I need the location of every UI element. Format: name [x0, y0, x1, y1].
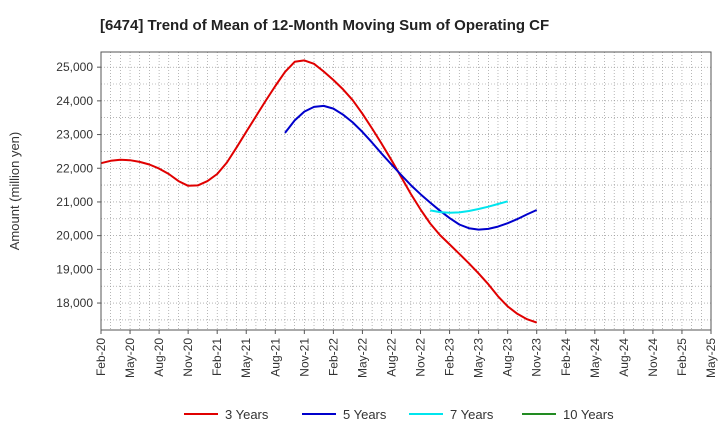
series-lines	[100, 59, 538, 324]
y-tick-label: 24,000	[56, 94, 93, 108]
x-tick-label: Nov-20	[181, 338, 195, 377]
x-tick-label: Aug-23	[501, 338, 515, 377]
legend-label: 5 Years	[343, 407, 387, 422]
y-tick-label: 22,000	[56, 161, 93, 175]
x-tick-label: Feb-22	[326, 338, 340, 376]
x-tick-label: May-22	[355, 338, 369, 378]
x-axis-ticks: Feb-20 May-20 Aug-20 Nov-20 Feb-21 May-21 Aug-…	[94, 330, 718, 378]
x-tick-label: May-20	[123, 338, 137, 378]
x-tick-label: May-24	[588, 338, 602, 378]
x-tick-label: Feb-20	[94, 338, 108, 376]
x-tick-label: Nov-22	[414, 338, 428, 377]
series-line-7-years	[430, 200, 508, 214]
x-tick-label: Aug-22	[384, 338, 398, 377]
y-tick-label: 20,000	[56, 229, 93, 243]
legend-label: 10 Years	[563, 407, 614, 422]
legend-label: 7 Years	[450, 407, 494, 422]
y-tick-label: 18,000	[56, 296, 93, 310]
y-axis-label: Amount (million yen)	[7, 132, 22, 251]
grid-lines	[101, 52, 711, 330]
y-axis-ticks: 18,000 19,000 20,000 21,000 22,000 23,000 24,0…	[56, 60, 101, 310]
x-tick-label: Aug-21	[268, 338, 282, 377]
y-tick-label: 19,000	[56, 262, 93, 276]
x-tick-label: Nov-24	[646, 338, 660, 377]
x-tick-label: Feb-21	[210, 338, 224, 376]
x-tick-label: Feb-24	[559, 338, 573, 376]
x-tick-label: May-25	[704, 338, 718, 378]
x-tick-label: Nov-21	[297, 338, 311, 377]
x-tick-label: May-21	[239, 338, 253, 378]
x-tick-label: Feb-23	[443, 338, 457, 376]
series-line-5-years	[284, 104, 538, 231]
y-tick-label: 21,000	[56, 195, 93, 209]
x-tick-label: Nov-23	[530, 338, 544, 377]
y-tick-label: 23,000	[56, 128, 93, 142]
chart-title: [6474] Trend of Mean of 12-Month Moving …	[100, 17, 549, 34]
x-tick-label: Aug-24	[617, 338, 631, 377]
x-tick-label: May-23	[472, 338, 486, 378]
y-tick-label: 25,000	[56, 60, 93, 74]
series-line-3-years	[100, 59, 538, 324]
legend: 3 Years 5 Years 7 Years 10 Years	[184, 407, 614, 422]
plot-frame	[100, 51, 712, 331]
legend-label: 3 Years	[225, 407, 269, 422]
x-tick-label: Aug-20	[152, 338, 166, 377]
x-tick-label: Feb-25	[675, 338, 689, 376]
